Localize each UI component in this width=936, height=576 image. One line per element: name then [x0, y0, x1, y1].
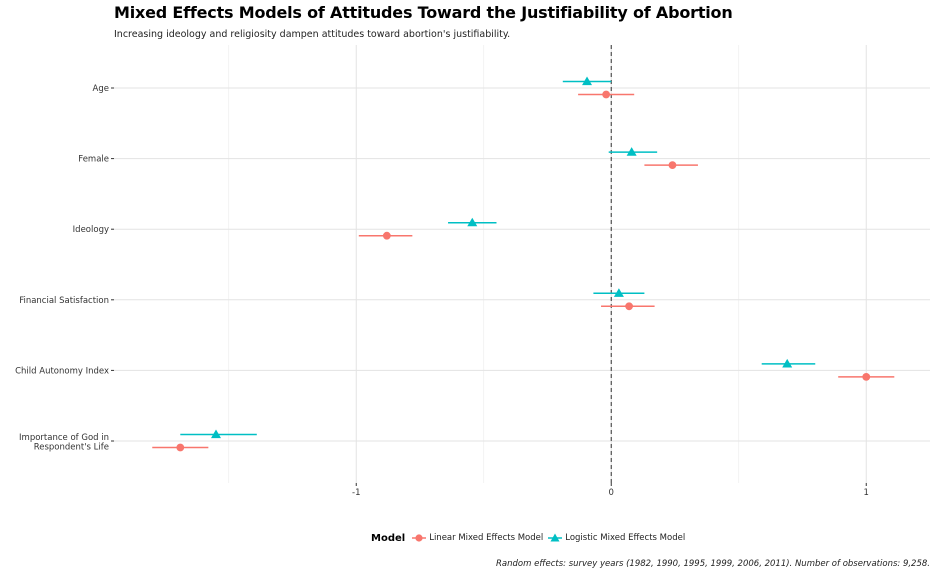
- y-tick-label: Importance of God in Respondent's Life: [19, 433, 109, 453]
- x-tick-label: -1: [352, 488, 360, 498]
- point-triangle: [467, 217, 478, 227]
- y-axis: Age Female Ideology Financial Satisfaction C…: [15, 84, 114, 453]
- data-marks: [152, 76, 895, 452]
- y-tick-label: Female: [78, 155, 109, 165]
- point-triangle: [626, 147, 637, 156]
- y-tick-label: Ideology: [73, 225, 109, 235]
- chart-title: Mixed Effects Models of Attitudes Toward…: [114, 3, 733, 22]
- y-tick-label: Financial Satisfaction: [19, 296, 109, 306]
- legend-label-linear: Linear Mixed Effects Model: [429, 533, 544, 543]
- x-tick-label: 0: [609, 488, 614, 498]
- y-tick-label: Age: [93, 84, 109, 94]
- chart-caption: Random effects: survey years (1982, 1990…: [496, 559, 930, 569]
- point-circle: [625, 302, 633, 311]
- point-circle: [176, 443, 185, 452]
- grid-layer: [114, 45, 930, 483]
- point-triangle: [582, 76, 593, 86]
- y-tick-label-line: Importance of God in: [19, 433, 109, 443]
- legend-title: Model: [371, 532, 406, 544]
- y-tick-label-line: Respondent's Life: [34, 443, 109, 453]
- legend: Model Linear Mixed Effects Model Logisti…: [371, 530, 689, 546]
- point-circle: [382, 231, 391, 240]
- legend-item-linear: Linear Mixed Effects Model: [411, 532, 543, 544]
- y-tick-label: Child Autonomy Index: [15, 366, 109, 376]
- x-tick-label: 1: [864, 488, 869, 498]
- legend-key-circle-icon: [412, 534, 427, 542]
- legend-item-logistic: Logistic Mixed Effects Model: [547, 532, 685, 544]
- legend-key-triangle-icon: [548, 533, 563, 542]
- point-circle: [862, 373, 871, 381]
- x-axis: -1 0 1: [352, 483, 869, 498]
- point-triangle: [211, 429, 221, 439]
- legend-label-logistic: Logistic Mixed Effects Model: [565, 533, 686, 543]
- point-triangle: [782, 358, 793, 368]
- point-circle: [668, 161, 677, 170]
- point-triangle: [613, 288, 624, 297]
- point-circle: [602, 90, 611, 99]
- chart-subtitle: Increasing ideology and religiosity damp…: [114, 29, 511, 40]
